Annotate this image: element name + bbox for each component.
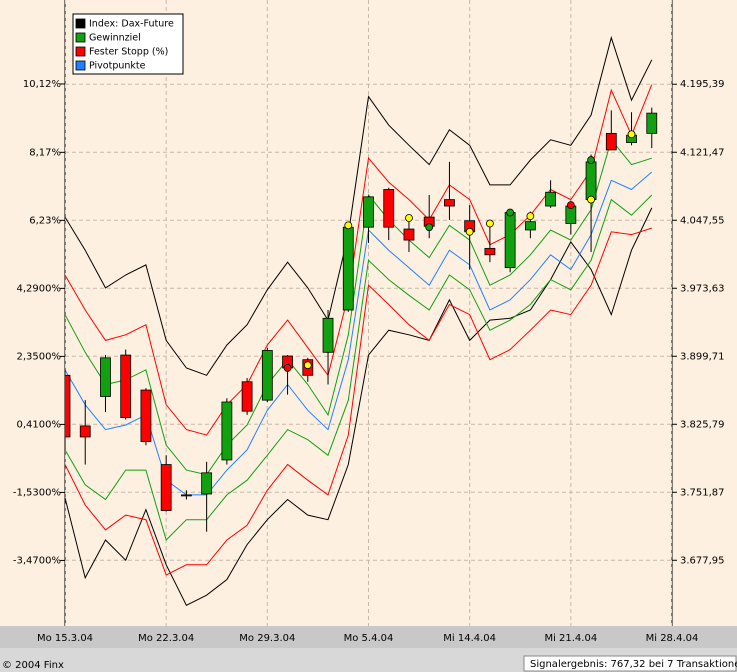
y-tick-label: 4.121,47: [680, 147, 725, 158]
candle-body: [241, 381, 253, 412]
candle-body: [322, 317, 334, 353]
legend-label: Fester Stopp (%): [89, 47, 168, 58]
series-line: [65, 194, 653, 541]
candle-body: [100, 357, 111, 397]
series-line: [65, 138, 652, 476]
y2-tick-label: 0,4100%: [17, 419, 62, 430]
copyright: © 2004 Finx: [2, 660, 64, 671]
legend-label: Pivotpunkte: [89, 61, 146, 72]
y-tick-label: 3.677,95: [680, 555, 725, 566]
candle-body: [363, 196, 374, 228]
legend-swatch: [75, 60, 86, 71]
y2-tick-label: 10,12%: [23, 79, 61, 90]
signal-marker: [344, 221, 353, 230]
x-tick-label: Mo 22.3.04: [138, 633, 194, 644]
candle-body: [65, 374, 71, 438]
candle-body: [504, 212, 516, 269]
candle-body: [79, 425, 91, 438]
candle-body: [201, 472, 213, 495]
y2-tick-label: 4,2900%: [17, 283, 62, 294]
signal-marker: [526, 212, 535, 221]
candle-body: [545, 191, 556, 207]
candle-body: [342, 226, 354, 311]
y-tick-label: 4.047,55: [680, 215, 725, 226]
signal-marker: [627, 130, 636, 139]
legend-label: Gewinnziel: [89, 33, 141, 44]
signal-marker: [425, 223, 434, 232]
legend-swatch: [75, 18, 86, 29]
legend-box: [72, 13, 184, 75]
legend-swatch: [75, 46, 86, 57]
candle-body: [605, 132, 617, 151]
result-box: [523, 655, 737, 672]
candle-body: [140, 389, 152, 442]
result-text: Signalergebnis: 767,32 bei 7 Transaktion…: [530, 659, 737, 670]
y2-tick-label: 8,17%: [29, 147, 61, 158]
y2-tick-label: -3,4700%: [13, 555, 61, 566]
signal-marker: [485, 219, 494, 228]
y2-tick-label: 2,3500%: [17, 351, 62, 362]
candle-body: [180, 494, 192, 497]
x-tick-label: Mo 29.3.04: [239, 633, 295, 644]
candle-body: [261, 350, 273, 401]
x-tick-label: Mi 21.4.04: [544, 633, 597, 644]
x-axis-band: [0, 626, 737, 648]
legend-swatch: [75, 32, 86, 43]
candle-body: [383, 189, 395, 228]
signal-marker: [506, 208, 515, 217]
signal-marker: [405, 214, 413, 222]
signal-marker: [303, 361, 312, 370]
series-line: [65, 35, 653, 376]
signal-marker: [566, 201, 575, 210]
plot-area: [65, 0, 672, 626]
signal-marker: [465, 227, 474, 236]
signal-marker: [587, 195, 595, 204]
y-tick-label: 4.195,39: [680, 79, 725, 90]
signal-marker: [283, 364, 292, 372]
y-tick-label: 3.899,71: [680, 351, 725, 362]
candle-body: [160, 464, 172, 511]
candle-body: [484, 247, 496, 256]
x-tick-label: Mi 28.4.04: [646, 633, 699, 644]
x-tick-label: Mi 14.4.04: [443, 633, 496, 644]
y2-tick-label: 6,23%: [29, 215, 61, 226]
signal-marker: [587, 156, 595, 164]
candle-body: [524, 221, 536, 231]
y-tick-label: 3.825,79: [680, 419, 725, 430]
legend-label: Index: Dax-Future: [89, 19, 174, 30]
candle-body: [444, 199, 455, 207]
x-tick-label: Mo 15.3.04: [37, 633, 93, 644]
series-line: [65, 207, 653, 606]
candle-body: [403, 228, 415, 241]
x-tick-label: Mo 5.4.04: [344, 633, 394, 644]
series-line: [65, 84, 653, 436]
candle-body: [221, 401, 233, 461]
candle-body: [646, 112, 658, 134]
y-tick-label: 3.973,63: [680, 283, 725, 294]
candle-body: [585, 161, 597, 201]
candle-body: [120, 354, 132, 419]
legend: Index: Dax-Future Gewinnziel Fester Stopp …: [72, 13, 184, 75]
y-tick-label: 3.751,87: [680, 487, 725, 498]
series-line: [65, 227, 652, 576]
y2-tick-label: -1,5300%: [13, 487, 61, 498]
